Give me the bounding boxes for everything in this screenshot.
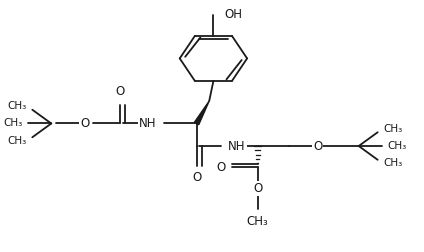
Text: NH: NH — [228, 140, 245, 152]
Text: CH₃: CH₃ — [383, 124, 402, 134]
Text: CH₃: CH₃ — [383, 158, 402, 168]
Text: O: O — [192, 171, 201, 184]
Text: CH₃: CH₃ — [8, 136, 27, 145]
Text: OH: OH — [224, 8, 242, 21]
Text: CH₃: CH₃ — [388, 141, 407, 151]
Text: CH₃: CH₃ — [8, 102, 27, 111]
Text: O: O — [115, 85, 125, 99]
Text: CH₃: CH₃ — [3, 118, 22, 129]
Text: NH: NH — [139, 117, 156, 130]
Text: CH₃: CH₃ — [247, 215, 268, 228]
Text: O: O — [217, 161, 226, 174]
Text: O: O — [253, 182, 262, 195]
Text: O: O — [80, 117, 89, 130]
Text: O: O — [313, 140, 323, 152]
Polygon shape — [195, 101, 209, 125]
